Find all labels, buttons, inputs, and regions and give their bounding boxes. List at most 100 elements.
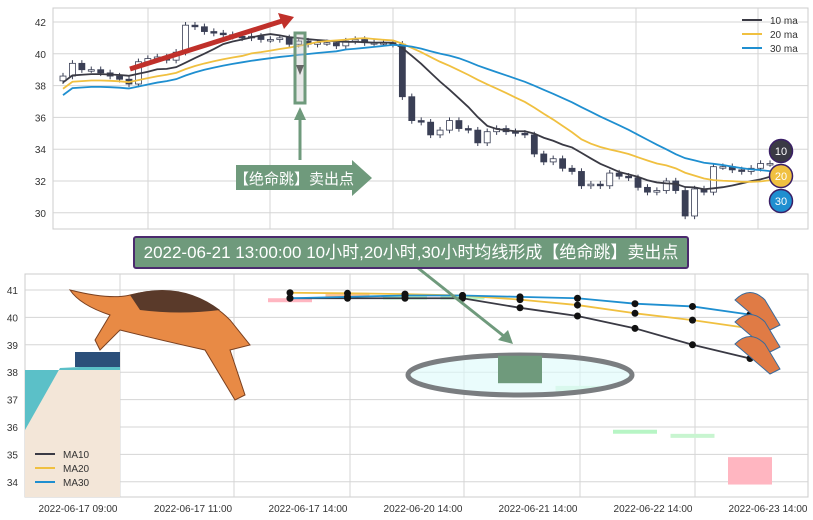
legend-label: MA10 [63, 450, 90, 461]
dog-back-icon [130, 290, 220, 313]
down-marker-icon [296, 65, 304, 75]
ma30-point [689, 302, 696, 310]
candle [116, 75, 123, 80]
candle [69, 62, 76, 77]
diver-icon [734, 336, 781, 375]
candle [332, 42, 340, 47]
candle [587, 183, 595, 187]
legend-label: 20 ma [770, 30, 798, 41]
y-tick-label: 40 [35, 50, 47, 61]
candle [653, 190, 661, 193]
diving-board-tip-icon [75, 352, 120, 367]
candle [634, 177, 642, 188]
candle [78, 62, 86, 71]
candle [323, 42, 331, 45]
candle [681, 190, 689, 217]
signal-candle [498, 355, 542, 384]
ma10-point [574, 312, 581, 320]
ma30-point [574, 294, 581, 302]
candle [521, 132, 529, 136]
candle [662, 180, 670, 191]
candle [606, 172, 614, 187]
ma-badge-label: 30 [775, 196, 787, 208]
x-tick-label: 2022-06-17 11:00 [154, 504, 233, 515]
candle [738, 169, 746, 172]
candle [719, 166, 727, 169]
diver-icon [734, 292, 781, 331]
candle [200, 26, 208, 32]
candle [285, 37, 293, 45]
diving-board-icon [25, 365, 120, 430]
ma20-point [631, 309, 639, 317]
candle [191, 24, 199, 28]
candle [276, 37, 284, 40]
legend-label: 10 ma [770, 16, 798, 27]
candle [464, 128, 472, 131]
candle [672, 180, 680, 191]
y-tick-label: 30 [35, 209, 47, 220]
up-arrow-head [294, 107, 306, 120]
y-tick-label: 36 [35, 113, 47, 124]
y-tick-label: 36 [7, 423, 19, 434]
x-tick-label: 2022-06-22 14:00 [614, 504, 693, 515]
x-tick-label: 2022-06-20 14:00 [384, 504, 463, 515]
y-tick-label: 37 [7, 396, 19, 407]
ma-badge-label: 20 [775, 171, 787, 183]
candle [596, 183, 604, 187]
y-tick-label: 41 [7, 286, 19, 297]
ma30-point [286, 294, 294, 302]
candle [398, 43, 406, 98]
y-tick-label: 34 [35, 145, 47, 156]
candle [59, 75, 67, 82]
candle [613, 429, 657, 434]
y-tick-label: 39 [7, 341, 19, 352]
x-tick-label: 2022-06-23 14:00 [729, 504, 808, 515]
candle [417, 120, 425, 123]
candle [266, 39, 274, 42]
ma10-point [516, 304, 524, 312]
candle [455, 120, 463, 129]
candle [257, 35, 265, 40]
candle [644, 186, 651, 193]
x-tick-label: 2022-06-21 14:00 [499, 504, 578, 515]
ma20-line [62, 37, 771, 183]
candle [219, 32, 227, 36]
candle [427, 121, 435, 136]
candle [568, 167, 576, 172]
pointer-arrow-head [498, 330, 513, 344]
y-tick-label: 38 [35, 82, 47, 93]
candle [625, 175, 632, 179]
ma20-point [689, 316, 696, 324]
y-tick-label: 40 [7, 313, 19, 324]
ma-badge [768, 163, 794, 189]
ma30-point [344, 293, 351, 301]
candle [87, 69, 95, 72]
legend-label: 30 ma [770, 44, 798, 55]
candle [540, 153, 548, 163]
y-tick-label: 38 [7, 368, 19, 379]
y-tick-label: 32 [35, 177, 47, 188]
candle [757, 163, 764, 169]
candle [182, 24, 189, 53]
ma10-line [62, 33, 771, 191]
candle [483, 131, 491, 144]
legend-label: MA30 [63, 478, 90, 489]
candle [530, 134, 538, 155]
x-tick-label: 2022-06-17 09:00 [39, 504, 118, 515]
x-tick-label: 2022-06-17 14:00 [269, 504, 348, 515]
candle [474, 129, 482, 144]
ma10-point [631, 324, 639, 332]
ma10-point [689, 341, 696, 349]
candle [670, 433, 715, 438]
candle [559, 158, 567, 169]
candle [97, 69, 105, 74]
legend-label: MA20 [63, 464, 90, 475]
ma30-point [459, 291, 466, 299]
candle [210, 31, 218, 34]
candle [549, 158, 557, 163]
ma-badge [768, 188, 794, 214]
ma30-point [401, 291, 409, 299]
diver-icon [734, 314, 781, 353]
dog-icon [68, 289, 251, 401]
